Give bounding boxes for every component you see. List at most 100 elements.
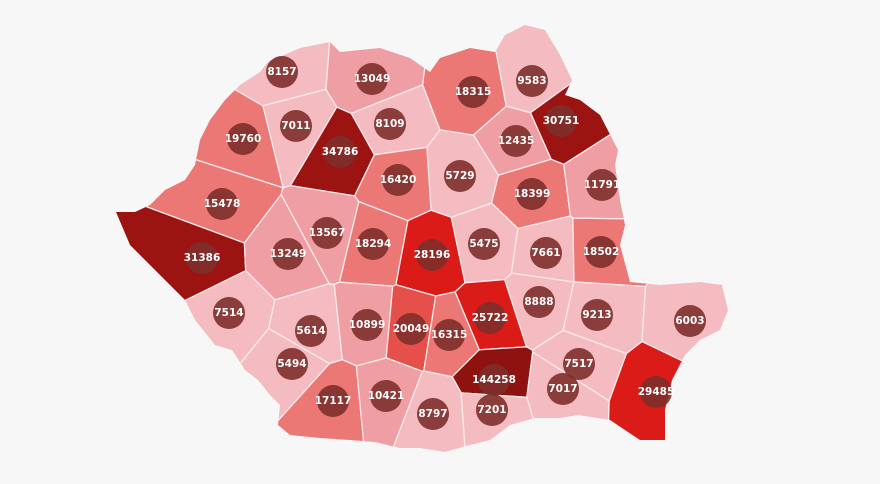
county-marker: 13049 <box>354 63 390 95</box>
county-marker: 144258 <box>472 364 516 396</box>
county-value-label: 9213 <box>582 309 611 321</box>
county-value-bubble <box>478 364 510 396</box>
county-value-label: 13567 <box>309 227 346 239</box>
county-marker: 20049 <box>393 313 429 345</box>
county-marker: 7514 <box>213 297 245 329</box>
county-marker: 7661 <box>530 237 562 269</box>
county-region[interactable] <box>421 0 507 136</box>
county-value-bubble <box>516 65 548 97</box>
county-value-label: 144258 <box>472 374 516 386</box>
county-marker: 7517 <box>563 348 595 380</box>
county-value-bubble <box>468 228 500 260</box>
county-value-bubble <box>382 164 414 196</box>
county-value-bubble <box>272 238 304 270</box>
county-value-bubble <box>530 237 562 269</box>
county-value-label: 25722 <box>472 312 509 324</box>
county-value-bubble <box>416 239 448 271</box>
county-marker: 8797 <box>417 398 449 430</box>
county-marker: 31386 <box>184 242 221 274</box>
county-value-bubble <box>276 348 308 380</box>
county-value-label: 5729 <box>445 170 474 182</box>
county-value-label: 6003 <box>675 315 704 327</box>
county-marker: 8157 <box>266 56 298 88</box>
county-marker: 8888 <box>523 286 555 318</box>
county-value-label: 10899 <box>349 319 386 331</box>
county-marker: 30751 <box>543 105 580 137</box>
county-value-bubble <box>433 319 465 351</box>
county-value-label: 5475 <box>469 238 498 250</box>
county-value-bubble <box>324 136 356 168</box>
county-region[interactable] <box>529 0 820 166</box>
county-value-label: 16315 <box>431 329 468 341</box>
county-marker: 10421 <box>368 380 405 412</box>
county-value-label: 28196 <box>414 249 451 261</box>
county-value-label: 34786 <box>322 146 359 158</box>
county-value-bubble <box>186 242 218 274</box>
county-value-bubble <box>266 56 298 88</box>
county-value-bubble <box>500 125 532 157</box>
county-region[interactable] <box>485 0 687 114</box>
county-value-label: 18399 <box>514 188 551 200</box>
county-value-label: 7201 <box>477 404 506 416</box>
county-value-bubble <box>586 169 618 201</box>
county-value-bubble <box>280 110 312 142</box>
county-value-label: 18502 <box>583 246 620 258</box>
county-region[interactable] <box>0 0 284 189</box>
county-value-bubble <box>545 105 577 137</box>
county-value-label: 7661 <box>531 247 560 259</box>
county-value-bubble <box>295 315 327 347</box>
county-value-label: 29485 <box>638 386 675 398</box>
county-value-label: 8109 <box>375 118 404 130</box>
county-marker: 6003 <box>674 305 706 337</box>
county-value-bubble <box>227 123 259 155</box>
county-value-label: 8797 <box>418 408 447 420</box>
county-value-label: 5494 <box>277 358 306 370</box>
county-value-bubble <box>374 108 406 140</box>
county-value-label: 19760 <box>225 133 262 145</box>
county-value-label: 7017 <box>548 383 577 395</box>
county-marker: 16420 <box>380 164 417 196</box>
county-value-label: 31386 <box>184 252 221 264</box>
county-value-bubble <box>563 348 595 380</box>
county-value-bubble <box>417 398 449 430</box>
county-value-bubble <box>317 385 349 417</box>
county-region[interactable] <box>81 0 334 107</box>
county-value-bubble <box>370 380 402 412</box>
county-marker: 18315 <box>455 76 492 108</box>
county-value-bubble <box>351 309 383 341</box>
county-marker: 18502 <box>583 236 620 268</box>
county-region[interactable] <box>641 100 880 456</box>
county-value-bubble <box>357 228 389 260</box>
county-marker: 25722 <box>472 302 509 334</box>
county-marker: 5494 <box>276 348 308 380</box>
county-marker: 11791 <box>584 169 620 201</box>
county-marker: 8109 <box>374 108 406 140</box>
county-marker: 5475 <box>468 228 500 260</box>
county-marker: 34786 <box>322 136 359 168</box>
county-value-bubble <box>444 160 476 192</box>
county-value-label: 17117 <box>315 395 352 407</box>
county-value-label: 5614 <box>296 325 325 337</box>
county-value-bubble <box>395 313 427 345</box>
county-marker: 15478 <box>204 188 241 220</box>
county-marker: 17117 <box>315 385 352 417</box>
county-value-bubble <box>213 297 245 329</box>
county-value-label: 8157 <box>267 66 296 78</box>
county-value-bubble <box>674 305 706 337</box>
county-region[interactable] <box>605 340 880 484</box>
county-value-label: 18315 <box>455 86 492 98</box>
county-value-label: 10421 <box>368 390 405 402</box>
county-value-label: 13249 <box>270 248 307 260</box>
county-value-label: 18294 <box>355 238 392 250</box>
county-value-bubble <box>547 373 579 405</box>
county-value-label: 15478 <box>204 198 241 210</box>
county-marker: 9213 <box>581 299 613 331</box>
county-value-bubble <box>585 236 617 268</box>
county-marker: 5729 <box>444 160 476 192</box>
county-value-label: 30751 <box>543 115 580 127</box>
county-value-bubble <box>457 76 489 108</box>
county-value-label: 16420 <box>380 174 417 186</box>
county-marker: 18399 <box>514 178 551 210</box>
county-marker: 7201 <box>476 394 508 426</box>
